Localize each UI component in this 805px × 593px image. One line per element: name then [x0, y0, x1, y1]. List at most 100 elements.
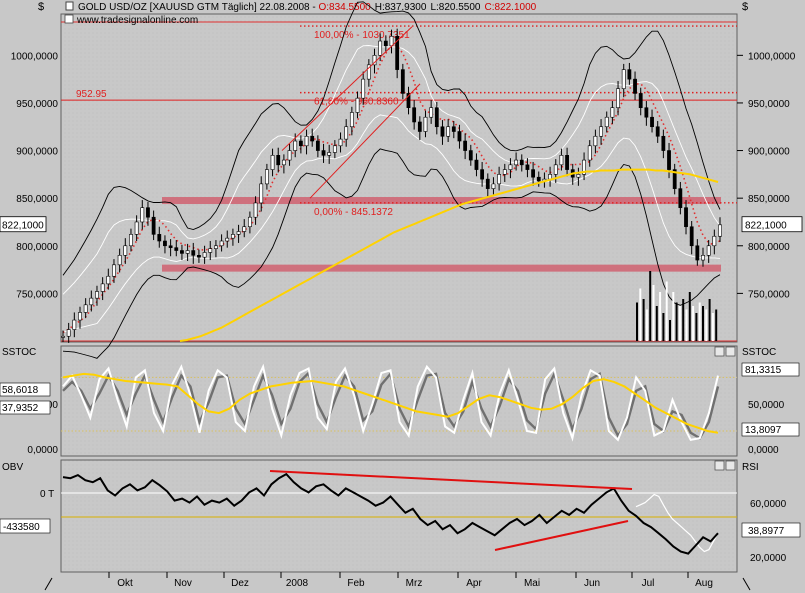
price-candle	[593, 135, 598, 147]
price-candle	[383, 40, 388, 47]
support-band	[162, 197, 721, 205]
obv-minimize-button[interactable]	[714, 460, 725, 471]
trend-channel-lower	[309, 83, 421, 199]
price-candle	[701, 254, 705, 261]
stoch-signal-line	[62, 372, 719, 434]
volume-bar	[655, 306, 658, 341]
last-value-right: 822,1000	[745, 221, 787, 232]
x-axis-label: Mrz	[406, 578, 423, 589]
price-candle	[349, 112, 354, 128]
price-candle	[395, 35, 400, 70]
volume-bar	[682, 299, 685, 341]
price-candle	[270, 155, 275, 170]
price-candle	[406, 93, 411, 109]
volume-bar	[645, 309, 648, 341]
price-candle	[123, 245, 128, 256]
price-candle	[100, 283, 105, 292]
price-axis-tick-left: 900,0000	[16, 147, 58, 158]
volume-bar	[675, 302, 678, 341]
obv-panel-controls[interactable]	[714, 460, 736, 471]
stoch-title-left: SSTOC	[2, 347, 36, 358]
volume-bar	[678, 306, 681, 341]
price-candle	[95, 291, 99, 299]
price-candle	[287, 150, 292, 161]
price-candle	[202, 252, 207, 258]
price-candle	[650, 116, 654, 128]
price-axis-tick-right: 800,0000	[748, 242, 790, 253]
price-candle	[321, 150, 326, 156]
price-candle	[429, 107, 434, 118]
volume-bar	[692, 306, 695, 341]
price-candle	[168, 245, 173, 248]
price-candle	[684, 207, 688, 228]
price-candle	[344, 126, 349, 140]
currency-right: $	[742, 1, 748, 13]
volume-bar	[702, 306, 704, 341]
last-value-left: 822,1000	[2, 221, 44, 232]
bollinger-upper	[62, 1, 721, 276]
price-axis-tick-right: 900,0000	[748, 147, 790, 158]
stoch-minimize-button[interactable]	[714, 346, 725, 357]
price-candle	[451, 126, 456, 132]
price-candle	[440, 126, 445, 137]
price-candle	[310, 135, 315, 142]
price-candle	[519, 159, 524, 166]
rsi-value-label: 38,8977	[748, 526, 785, 537]
stoch-value-right: 13,8097	[745, 425, 782, 436]
header-low: L:820.5500	[430, 2, 480, 13]
obv-panel-frame	[60, 459, 738, 573]
header-close: C:822.1000	[485, 2, 537, 13]
ma-yellow	[179, 168, 719, 342]
price-candle	[327, 152, 332, 156]
price-candle	[678, 188, 683, 208]
price-candle	[706, 245, 711, 256]
price-candle	[621, 69, 626, 89]
x-axis-label: Jul	[642, 578, 655, 589]
price-candle	[83, 304, 88, 313]
price-candle	[514, 159, 519, 166]
header-title-text: GOLD USD/OZ [XAUUSD GTM Täglich] 22.08.2…	[78, 2, 318, 13]
volume-bar	[695, 313, 698, 341]
price-candle	[508, 164, 513, 170]
price-axis-tick-right: 950,0000	[748, 99, 790, 110]
price-candle	[332, 145, 337, 153]
price-candle	[78, 312, 82, 321]
price-candle	[298, 140, 303, 147]
price-candle	[689, 226, 694, 247]
price-candle	[559, 155, 564, 166]
source-label: www.tradesignalonline.com	[76, 15, 198, 26]
trend-channel-upper	[281, 26, 413, 151]
stoch-value-box-left	[0, 400, 51, 415]
price-candle	[638, 93, 643, 109]
price-candle	[66, 329, 71, 337]
header-title: GOLD USD/OZ [XAUUSD GTM Täglich] 22.08.2…	[78, 2, 537, 13]
price-candle	[157, 234, 162, 242]
fib-label: 100,00% - 1030.7351	[314, 30, 410, 41]
price-candle	[502, 169, 507, 175]
rsi-axis-tick: 20,0000	[750, 553, 787, 564]
price-candle	[214, 245, 218, 249]
envelope-lower	[62, 114, 721, 333]
obv-maximize-button[interactable]	[725, 460, 736, 471]
last-value-box-left	[0, 216, 47, 233]
price-candle	[361, 78, 366, 99]
stoch-value-box-right	[741, 422, 800, 437]
volume-bar	[665, 281, 668, 341]
price-candle	[253, 202, 258, 218]
price-candle	[140, 207, 145, 223]
price-candle	[417, 121, 422, 132]
volume-bar	[649, 271, 652, 341]
x-axis-label: Nov	[174, 578, 192, 589]
price-candle	[112, 264, 116, 277]
stoch-panel-controls[interactable]	[714, 346, 736, 357]
price-candle	[644, 107, 649, 118]
price-candle	[548, 174, 552, 180]
price-candle	[627, 69, 632, 80]
price-candle	[355, 97, 360, 113]
price-axis-tick-left: 850,0000	[16, 194, 58, 205]
stoch-maximize-button[interactable]	[725, 346, 736, 357]
price-candle	[281, 159, 286, 166]
header-checkbox-icon[interactable]	[65, 1, 74, 11]
price-axis-tick-left: 1000,0000	[11, 51, 59, 62]
scroll-left-arrow-icon	[44, 577, 53, 591]
